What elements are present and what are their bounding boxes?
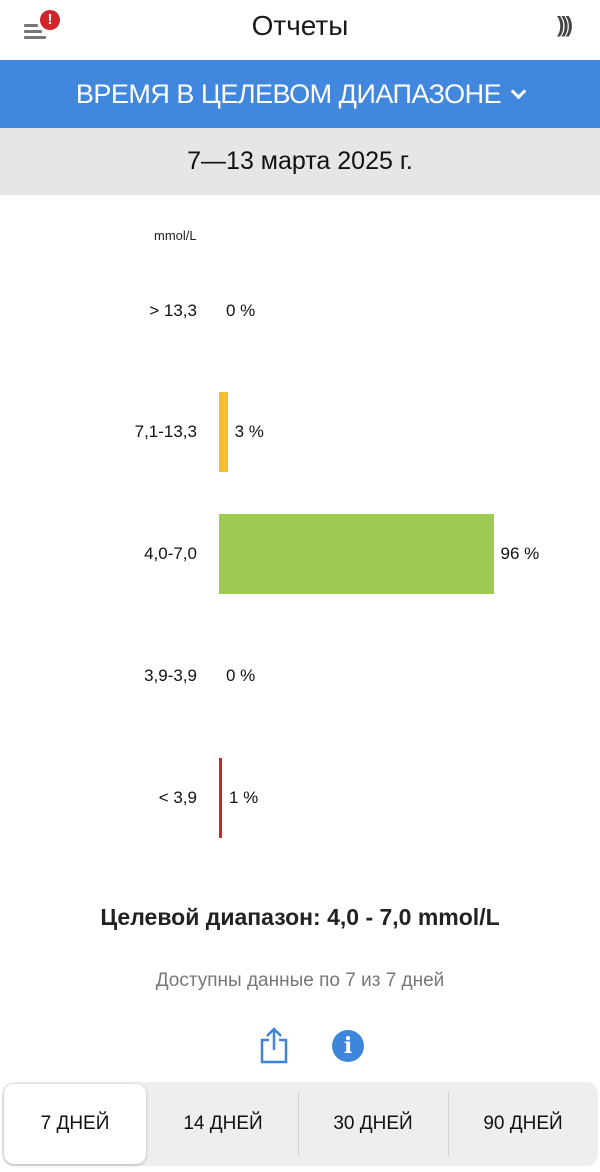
top-bar: ! Отчеты ))) <box>0 0 600 60</box>
target-range-label: Целевой диапазон: <box>100 904 321 930</box>
chart-row: 4,0-7,0 96 % <box>0 514 600 594</box>
chart-row: < 3,9 1 % <box>0 758 600 838</box>
tab-30-days[interactable]: 30 ДНЕЙ <box>298 1082 448 1166</box>
range-bar <box>219 392 228 472</box>
chart-row: > 13,3 0 % <box>0 271 600 351</box>
period-tabs: 7 ДНЕЙ 14 ДНЕЙ 30 ДНЕЙ 90 ДНЕЙ <box>2 1082 598 1166</box>
range-label: 3,9-3,9 <box>144 666 197 685</box>
range-percent: 0 % <box>226 666 256 685</box>
page-title: Отчеты <box>251 10 349 41</box>
range-bar <box>219 758 222 838</box>
range-percent: 3 % <box>234 422 264 441</box>
range-percent: 96 % <box>500 544 540 563</box>
nfc-scan-icon[interactable]: ))) <box>557 12 573 37</box>
chevron-down-icon <box>510 83 527 100</box>
share-icon[interactable] <box>259 1026 289 1064</box>
menu-icon <box>24 24 38 27</box>
range-percent: 1 % <box>229 788 259 807</box>
range-label: > 13,3 <box>149 301 197 320</box>
unit-label: mmol/L <box>154 228 197 243</box>
range-bar <box>219 514 494 594</box>
info-icon[interactable]: i <box>332 1030 364 1062</box>
chart-row: 7,1-13,3 3 % <box>0 392 600 472</box>
tab-7-days[interactable]: 7 ДНЕЙ <box>4 1084 146 1164</box>
menu-button[interactable]: ! <box>24 10 64 44</box>
report-type-dropdown[interactable]: ВРЕМЯ В ЦЕЛЕВОМ ДИАПАЗОНЕ <box>0 60 600 128</box>
date-range: 7—13 марта 2025 г. <box>0 128 600 195</box>
data-availability: Доступны данные по 7 из 7 дней <box>155 970 445 991</box>
tab-14-days[interactable]: 14 ДНЕЙ <box>183 1113 263 1134</box>
menu-icon-line <box>24 36 46 39</box>
range-label: 4,0-7,0 <box>144 544 197 563</box>
report-type-label: ВРЕМЯ В ЦЕЛЕВОМ ДИАПАЗОНЕ <box>75 79 502 109</box>
range-label: < 3,9 <box>158 788 197 807</box>
target-range: Целевой диапазон: 4,0 - 7,0 mmol/L <box>0 904 600 931</box>
target-range-value: 4,0 - 7,0 mmol/L <box>327 904 500 930</box>
chart-row: 3,9-3,9 0 % <box>0 636 600 716</box>
range-percent: 0 % <box>226 301 256 320</box>
range-label: 7,1-13,3 <box>134 422 197 441</box>
alert-badge-icon: ! <box>40 10 60 30</box>
tab-90-days[interactable]: 90 ДНЕЙ <box>448 1082 598 1166</box>
menu-icon-line <box>24 30 42 33</box>
